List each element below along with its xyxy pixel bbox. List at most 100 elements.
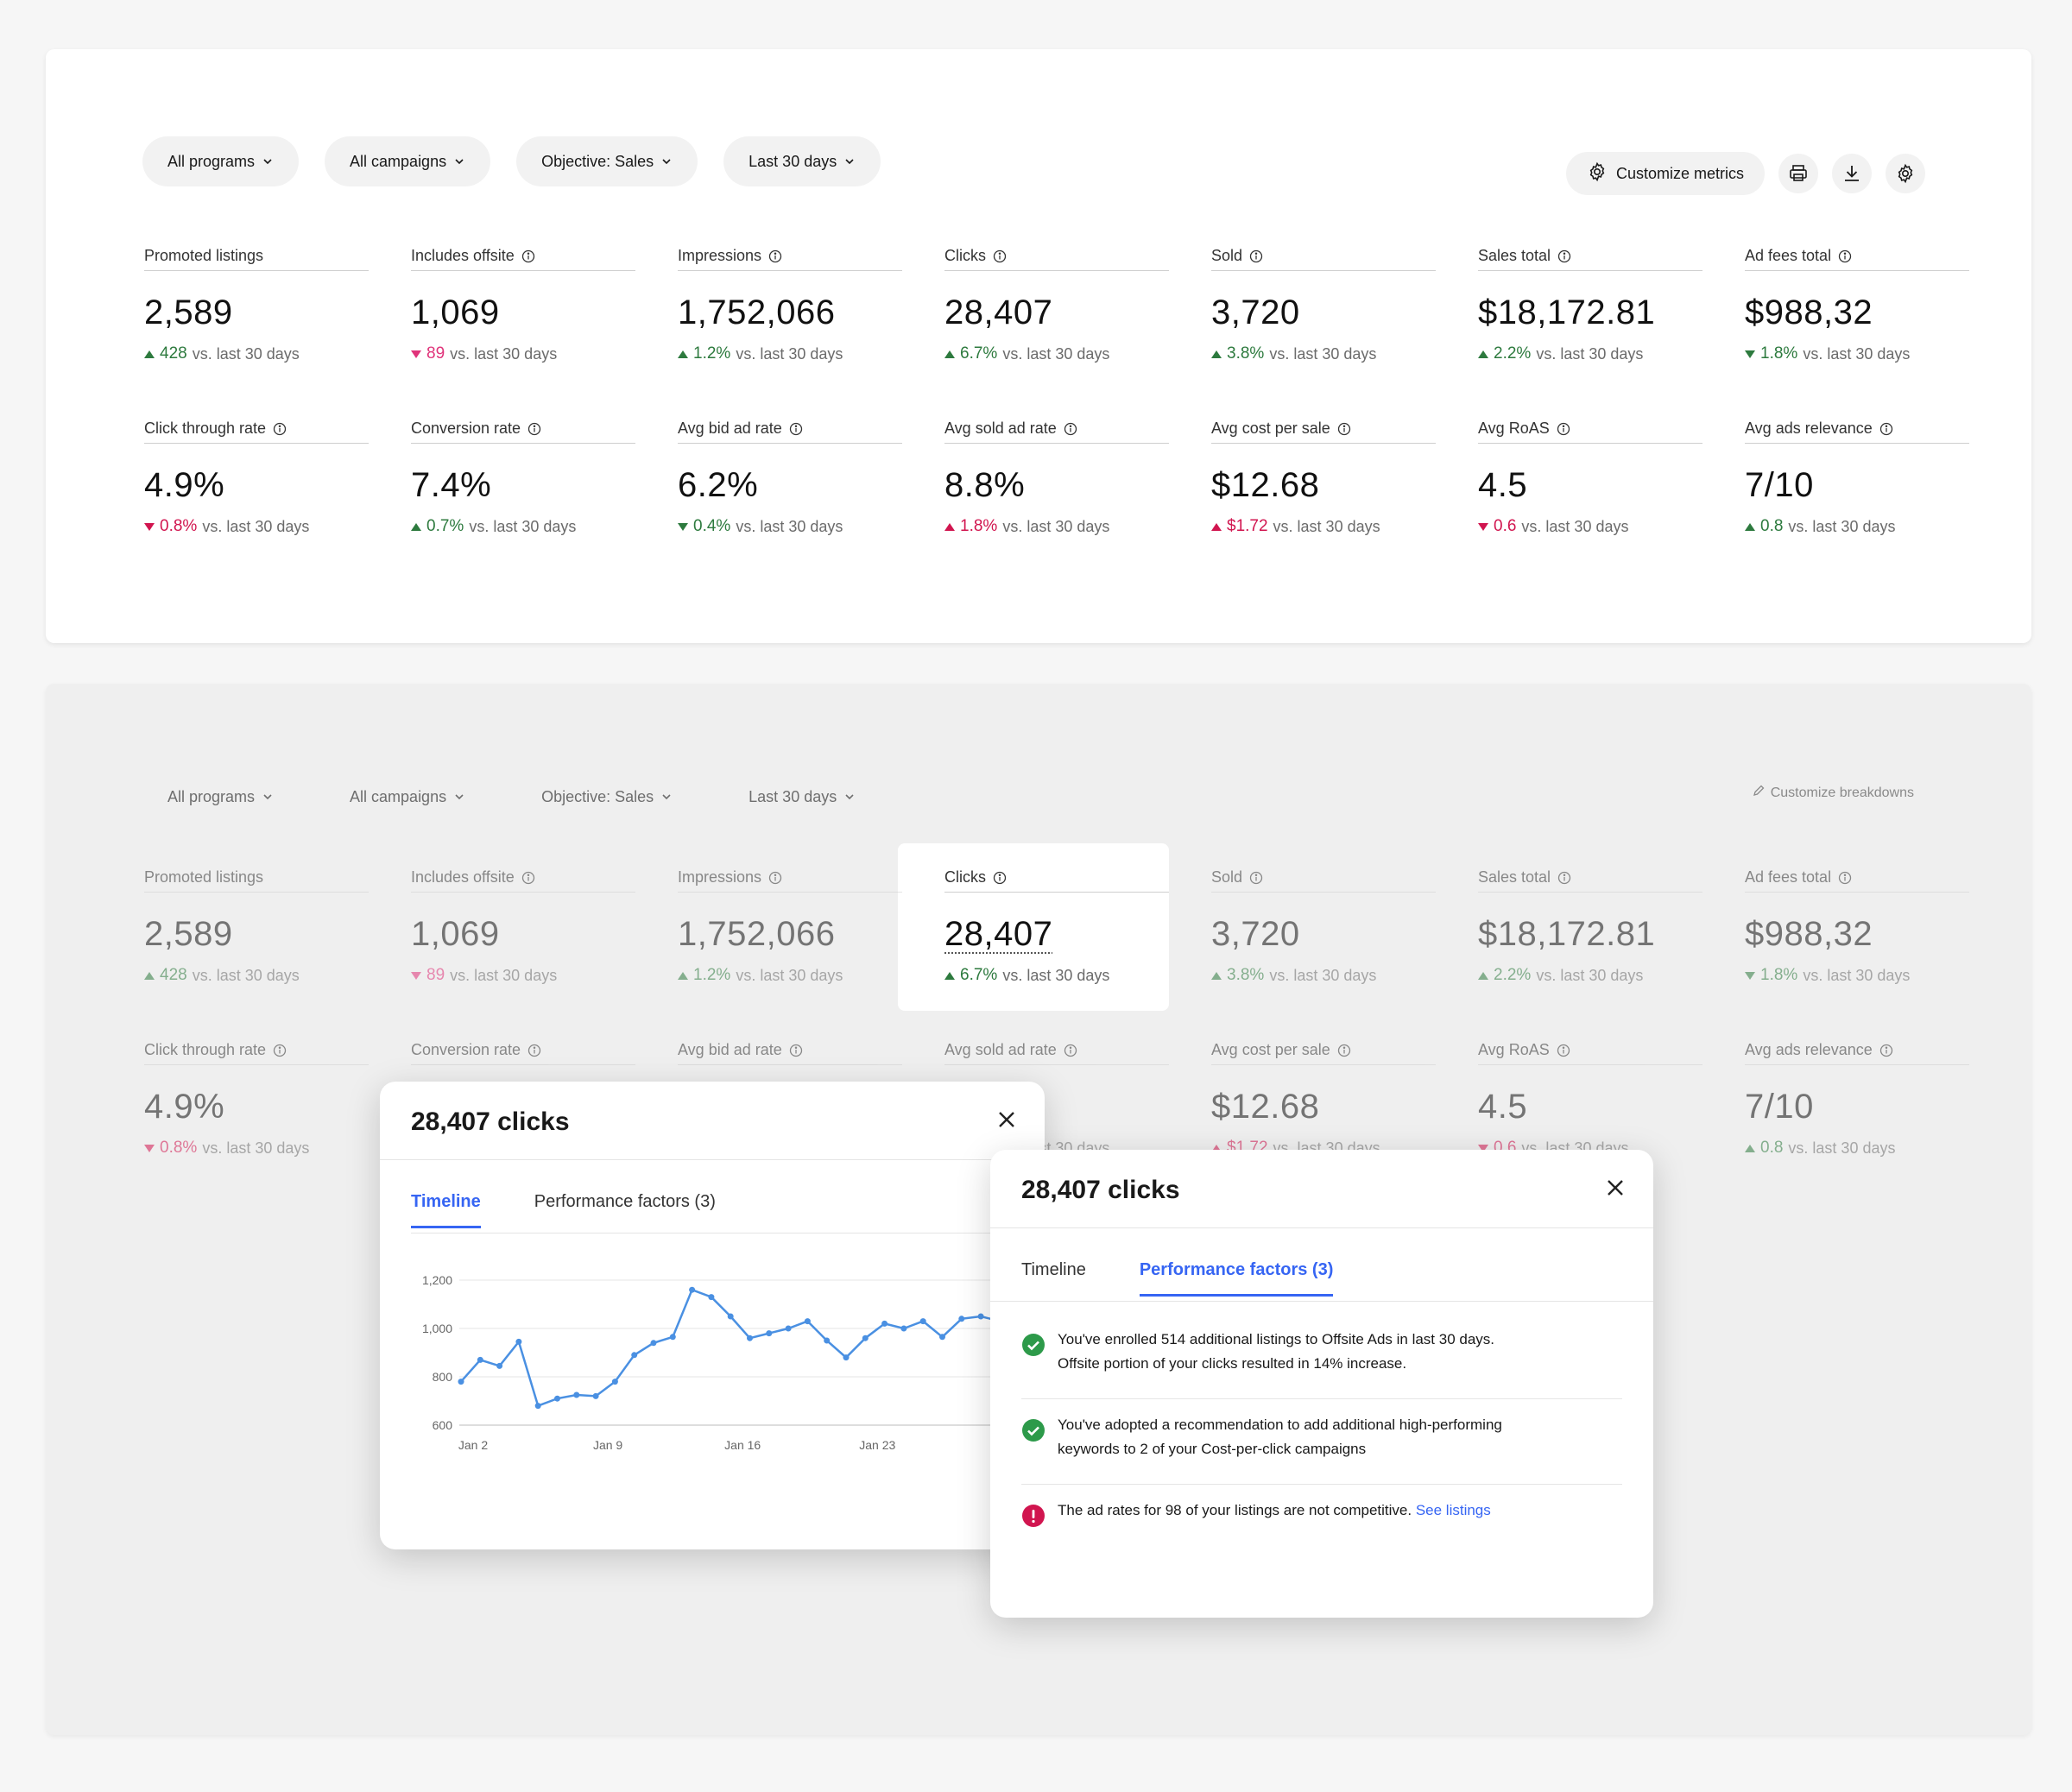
info-icon[interactable] — [273, 1044, 287, 1057]
metric-card[interactable]: Avg sold ad rate 8.8% 1.8%vs. last 30 days — [944, 418, 1169, 536]
info-icon[interactable] — [993, 871, 1007, 885]
info-icon[interactable] — [527, 422, 541, 436]
info-icon[interactable] — [1249, 871, 1263, 885]
filter-dropdown[interactable]: All programs — [142, 136, 300, 186]
metric-card[interactable]: Sold 3,720 3.8% vs. last 30 days — [1211, 867, 1436, 985]
info-icon[interactable] — [1337, 422, 1351, 436]
arrow-down-icon — [144, 522, 155, 531]
comparison-text: vs. last 30 days — [1536, 344, 1644, 363]
metric-card[interactable]: Sold 3,720 3.8% vs. last 30 days — [1211, 245, 1436, 363]
metric-card[interactable]: Ad fees total $988,32 1.8% vs. last 30 days — [1745, 245, 1969, 363]
arrow-up-icon — [1211, 1144, 1222, 1152]
chevron-down-icon — [453, 791, 465, 803]
info-icon[interactable] — [1838, 871, 1852, 885]
comparison-text: vs. last 30 days — [1803, 344, 1911, 363]
customize-metrics-button[interactable]: Customize metrics — [1565, 152, 1765, 195]
metric-card[interactable]: Clicks 28,407 6.7% vs. last 30 days — [944, 245, 1169, 363]
info-icon[interactable] — [1557, 871, 1571, 885]
metric-card[interactable]: Sales total $18,172.81 2.2% vs. last 30 day… — [1478, 245, 1702, 363]
info-icon[interactable] — [1838, 249, 1852, 263]
delta-value: 0.7% — [426, 517, 464, 535]
metric-label-text: Clicks — [944, 247, 986, 264]
metric-card[interactable]: Promoted listings 2,589 428 vs. last 30 day… — [144, 245, 369, 363]
metric-card[interactable]: Sales total $18,172.81 2.2% vs. last 30 day… — [1478, 867, 1702, 985]
metric-card[interactable]: Avg RoAS 4.5 0.6 vs. last 30 days — [1478, 1039, 1702, 1158]
comparison-text: vs. last 30 days — [202, 1139, 310, 1157]
pencil-icon — [1752, 784, 1766, 802]
filter-dropdown[interactable]: All campaigns — [325, 136, 491, 186]
info-icon[interactable] — [789, 1044, 803, 1057]
metric-card[interactable]: Click through rate 4.9% 0.8% vs. last 30 da… — [144, 418, 369, 536]
info-icon[interactable] — [1879, 1044, 1893, 1057]
info-icon[interactable] — [521, 871, 535, 885]
filter-dropdown[interactable]: Objective: Sales — [516, 136, 698, 186]
tab-performance-factors[interactable]: Performance factors (3) — [534, 1192, 716, 1211]
info-icon[interactable] — [1337, 1044, 1351, 1057]
info-icon[interactable] — [521, 249, 535, 263]
check-circle-icon — [1021, 1333, 1045, 1357]
metric-card[interactable]: Avg RoAS 4.5 0.6 vs. last 30 days — [1478, 418, 1702, 536]
metric-card[interactable]: Avg bid ad rate 6.2% 0.4% vs. last 30 days — [678, 418, 902, 536]
info-icon[interactable] — [527, 1044, 541, 1057]
metric-label-text: Includes offsite — [411, 247, 515, 264]
tab-timeline[interactable]: Timeline — [1021, 1260, 1086, 1279]
info-icon[interactable] — [768, 249, 782, 263]
filter-dropdown[interactable]: All programs — [142, 772, 299, 822]
metric-card[interactable]: Conversion rate 7.4% 0.7% vs. last 30 days — [411, 418, 635, 536]
metric-delta: 1.8%vs. last 30 days — [944, 517, 1169, 536]
metric-card[interactable]: Avg cost per sale $12.68 $1.72 vs. last 30 … — [1211, 1039, 1436, 1158]
info-icon[interactable] — [1557, 1044, 1570, 1057]
customize-breakdowns-link[interactable]: Customize breakdowns — [1752, 784, 1914, 802]
delta-value: 428 — [160, 344, 187, 363]
print-icon[interactable] — [1778, 154, 1818, 193]
info-icon[interactable] — [1879, 422, 1893, 436]
metric-delta: 1.2% vs. last 30 days — [678, 966, 902, 985]
data-point — [669, 1334, 676, 1341]
close-icon[interactable] — [1601, 1174, 1629, 1202]
filter-dropdown[interactable]: Last 30 days — [723, 136, 881, 186]
info-icon[interactable] — [789, 422, 803, 436]
tab-timeline[interactable]: Timeline — [411, 1192, 481, 1228]
comparison-text: vs. last 30 days — [1002, 966, 1110, 984]
metric-card[interactable]: Ad fees total $988,32 1.8% vs. last 30 days — [1745, 867, 1969, 985]
delta-value: 1.8% — [1760, 344, 1798, 363]
metric-card[interactable]: Click through rate 4.9% 0.8% vs. last 30 da… — [144, 1039, 369, 1158]
info-icon[interactable] — [993, 249, 1007, 263]
metric-card[interactable]: Clicks 28,407 6.7% vs. last 30 days — [944, 867, 1169, 985]
metric-card[interactable]: Promoted listings 2,589 428 vs. last 30 day… — [144, 867, 369, 985]
see-listings-link[interactable]: See listings — [1415, 1502, 1491, 1518]
info-icon[interactable] — [1557, 249, 1571, 263]
metric-card[interactable]: Avg ads relevance 7/10 0.8 vs. last 30 days — [1745, 418, 1969, 536]
close-icon[interactable] — [993, 1106, 1020, 1133]
info-icon[interactable] — [1064, 422, 1077, 436]
settings-icon[interactable] — [1886, 154, 1925, 193]
info-icon[interactable] — [768, 871, 782, 885]
metric-label-text: Avg bid ad rate — [678, 420, 782, 437]
metric-value: 1,752,066 — [678, 293, 836, 331]
data-point — [496, 1362, 503, 1369]
metric-value: 28,407 — [944, 293, 1053, 331]
arrow-up-icon — [1211, 971, 1222, 980]
info-icon[interactable] — [1557, 422, 1570, 436]
metric-card[interactable]: Avg cost per sale $12.68 $1.72 vs. last 30 … — [1211, 418, 1436, 536]
metric-card[interactable]: Avg ads relevance 7/10 0.8 vs. last 30 days — [1745, 1039, 1969, 1158]
filter-dropdown[interactable]: Objective: Sales — [516, 772, 698, 822]
info-icon[interactable] — [1249, 249, 1263, 263]
metric-card[interactable]: Includes offsite 1,069 89 vs. last 30 days — [411, 245, 635, 363]
filter-dropdown[interactable]: Last 30 days — [723, 772, 881, 822]
metric-card[interactable]: Impressions 1,752,066 1.2% vs. last 30 days — [678, 867, 902, 985]
metric-value: 4.9% — [144, 466, 225, 504]
metric-value: 2,589 — [144, 915, 233, 953]
download-icon[interactable] — [1832, 154, 1872, 193]
tab-performance-factors[interactable]: Performance factors (3) — [1139, 1260, 1334, 1297]
filter-dropdown[interactable]: All campaigns — [325, 772, 490, 822]
metric-card[interactable]: Includes offsite 1,069 89 vs. last 30 days — [411, 867, 635, 985]
metric-delta: 2.2% vs. last 30 days — [1478, 966, 1702, 985]
info-icon[interactable] — [1064, 1044, 1077, 1057]
delta-value: 1.8% — [960, 517, 998, 535]
metric-label: Includes offsite — [411, 245, 635, 271]
metric-card[interactable]: Impressions 1,752,066 1.2% vs. last 30 days — [678, 245, 902, 363]
info-icon[interactable] — [273, 422, 287, 436]
active-metric-card[interactable] — [898, 843, 1169, 1011]
arrow-down-icon — [678, 522, 688, 531]
